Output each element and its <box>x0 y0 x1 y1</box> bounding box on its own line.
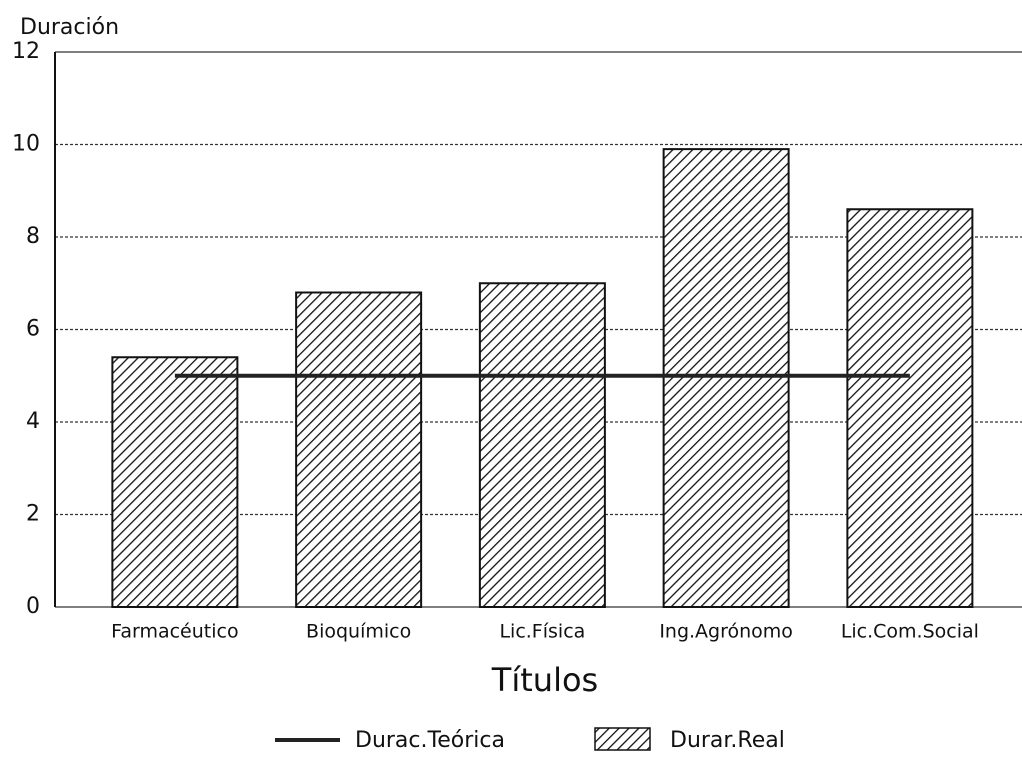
legend-swatch <box>594 727 651 751</box>
y-tick-label: 6 <box>26 317 40 342</box>
y-tick-label: 10 <box>12 132 40 157</box>
bar <box>662 148 790 608</box>
x-axis-label: Títulos <box>491 661 598 699</box>
x-tick-label: Lic.Com.Social <box>841 621 979 643</box>
legend-label: Durac.Teórica <box>355 728 505 753</box>
bar <box>478 282 606 608</box>
legend: Durac.Teórica Durar.Real <box>275 727 785 753</box>
x-tick-label: Ing.Agrónomo <box>659 621 793 643</box>
legend-label: Durar.Real <box>670 728 785 753</box>
bar <box>111 356 239 608</box>
bar <box>295 291 423 608</box>
y-tick-label: 4 <box>26 409 40 434</box>
y-tick-label: 0 <box>26 594 40 619</box>
y-axis-label: Duración <box>20 15 119 40</box>
y-tick-label: 8 <box>26 224 40 249</box>
y-tick-label: 2 <box>26 502 40 527</box>
y-tick-label: 12 <box>12 39 40 64</box>
bar <box>846 208 974 608</box>
x-tick-label: Lic.Física <box>499 621 585 643</box>
x-tick-label: Bioquímico <box>306 621 411 643</box>
x-tick-label: Farmacéutico <box>111 621 238 643</box>
